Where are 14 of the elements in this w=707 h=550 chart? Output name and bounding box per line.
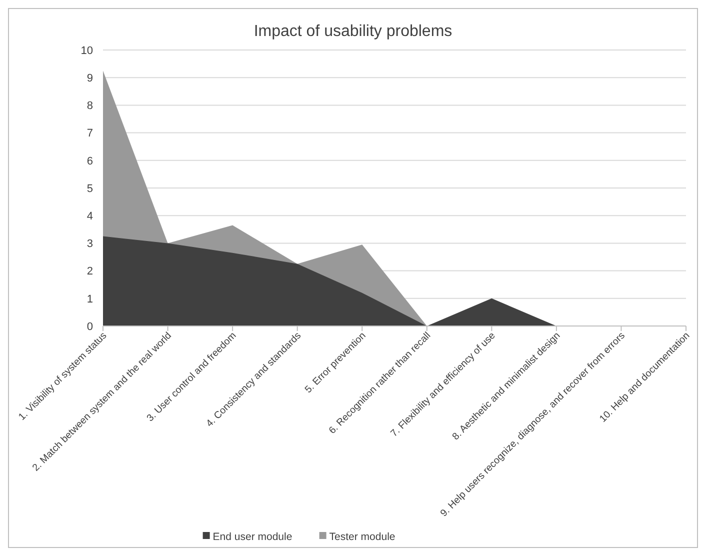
y-tick-label: 9: [86, 72, 93, 84]
y-tick-label: 3: [86, 238, 93, 250]
y-tick-label: 7: [86, 128, 93, 140]
y-tick-label: 1: [86, 293, 93, 306]
y-tick-label: 2: [86, 266, 93, 278]
legend-label: End user module: [212, 531, 292, 543]
chart-title: Impact of usability problems: [254, 23, 452, 40]
y-tick-label: 6: [86, 155, 93, 168]
y-tick-label: 8: [86, 100, 93, 112]
y-tick-label: 10: [80, 44, 93, 57]
legend-label: Tester module: [329, 531, 396, 543]
y-tick-label: 4: [86, 210, 93, 222]
y-tick-label: 0: [86, 320, 93, 333]
y-tick-label: 5: [86, 182, 93, 195]
